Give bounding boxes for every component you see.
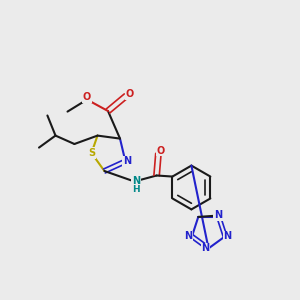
Text: N: N [132,176,140,186]
Text: O: O [125,89,134,99]
Text: N: N [224,231,232,242]
Text: N: N [201,243,210,254]
Text: N: N [214,210,222,220]
Text: N: N [123,156,131,167]
Text: O: O [83,92,91,102]
Text: N: N [184,231,192,242]
Text: H: H [132,185,140,194]
Text: S: S [88,148,95,158]
Text: O: O [157,146,165,156]
